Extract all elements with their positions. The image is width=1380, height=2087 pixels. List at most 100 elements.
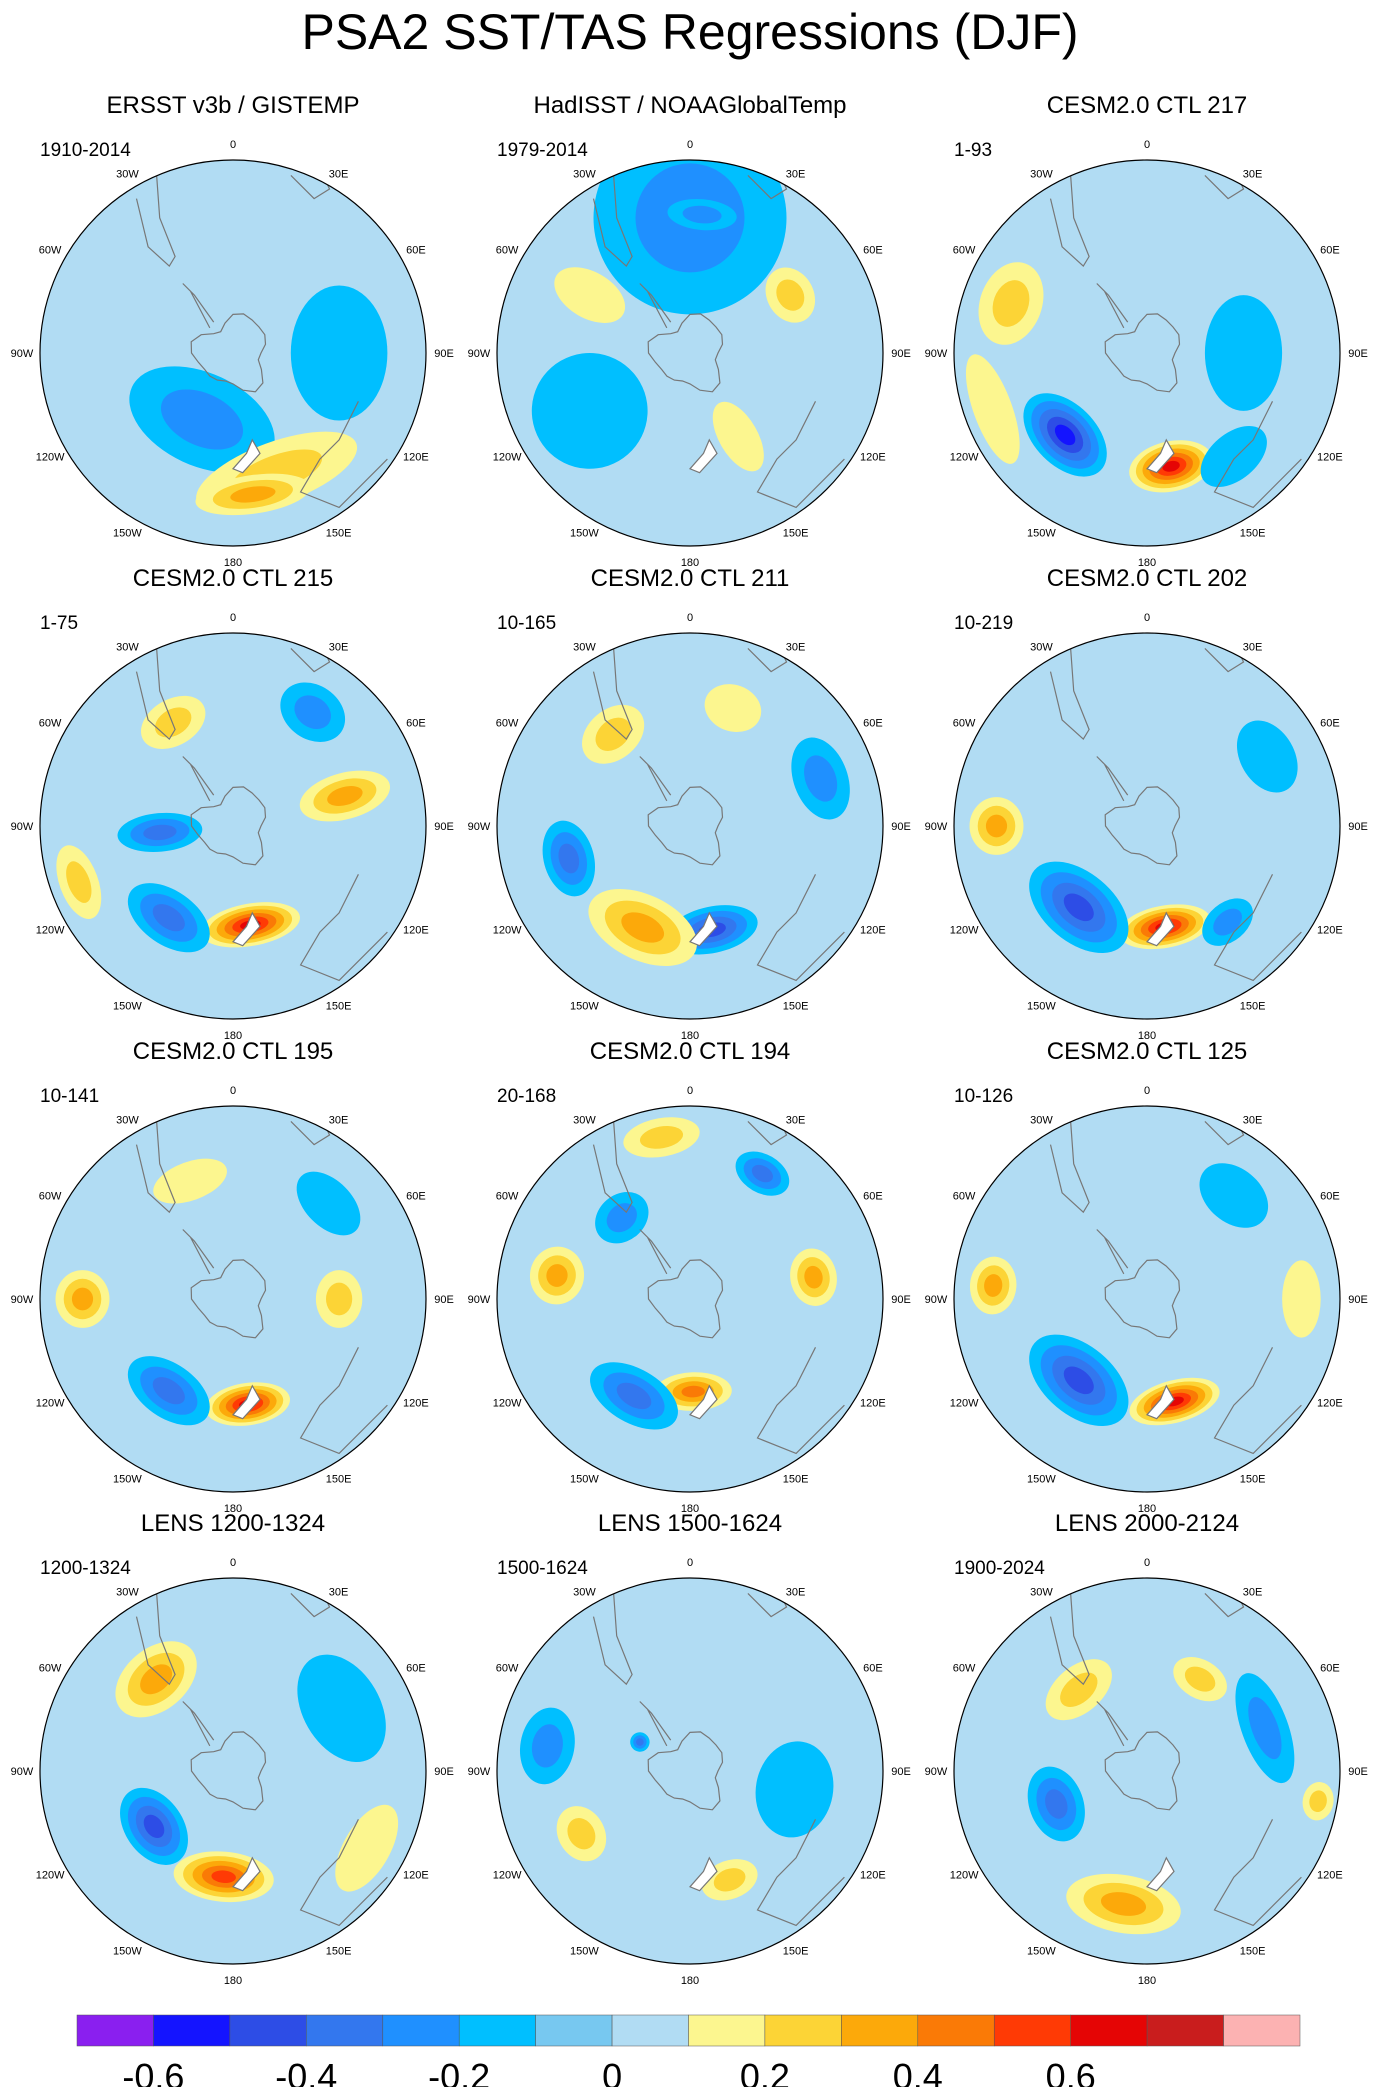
anomaly-cold-5	[1202, 898, 1253, 946]
panel-period: 1-93	[954, 140, 992, 161]
contour-level	[211, 1870, 236, 1883]
lon-label: 30W	[116, 1587, 139, 1599]
anomaly-warm-3	[969, 1256, 1017, 1315]
australia-outline	[299, 874, 388, 982]
south-america-outline	[135, 163, 176, 268]
south-america-outline	[1049, 636, 1090, 741]
lon-label: 60E	[1320, 1191, 1340, 1203]
new-zealand-outline	[231, 911, 261, 947]
australia-outline	[299, 1347, 388, 1455]
colorbar-tick-label: -0.2	[428, 2056, 490, 2087]
peninsula-outline	[182, 1701, 215, 1747]
new-zealand-outline	[1145, 911, 1175, 947]
anomaly-warm-2	[588, 888, 697, 967]
lon-label: 120E	[860, 1398, 886, 1410]
new-zealand-outline	[1145, 438, 1175, 474]
lon-label: 60E	[863, 718, 883, 730]
contour-level	[155, 707, 192, 738]
lon-label: 180	[224, 1975, 242, 1987]
colorbar-bin	[764, 2014, 842, 2047]
contour-level	[804, 755, 838, 802]
contour-level	[531, 1724, 563, 1768]
lon-label: 30E	[786, 1115, 806, 1127]
anomaly-cold-5	[630, 1732, 650, 1752]
peninsula-outline	[182, 283, 215, 329]
peninsula-outline	[182, 1229, 215, 1275]
colorbar-tick-label: 0.2	[740, 2056, 790, 2087]
panel-period: 1900-2024	[954, 1558, 1045, 1579]
lon-label: 180	[681, 1975, 699, 1987]
new-zealand-outline	[231, 1856, 261, 1892]
lon-label: 120W	[493, 1870, 522, 1882]
contour-level	[335, 1804, 399, 1892]
regression-field	[497, 160, 883, 546]
contour-level	[290, 285, 388, 421]
panel-title: LENS 2000-2124	[1055, 1510, 1239, 1537]
antarctica-outline	[1104, 313, 1181, 393]
contour-level	[639, 1126, 684, 1149]
lon-label: 120W	[36, 1870, 65, 1882]
map-border	[39, 159, 427, 547]
antarctica-outline	[190, 1731, 267, 1811]
lon-label: 30E	[1243, 169, 1263, 181]
lon-label: 30E	[329, 169, 349, 181]
lon-label: 150E	[326, 1473, 352, 1485]
contour-level	[1200, 425, 1267, 488]
contour-level	[985, 814, 1008, 838]
south-america-outline	[592, 1581, 633, 1686]
lon-label: 0	[230, 139, 236, 151]
colorbar-bin	[229, 2014, 307, 2047]
regression-field	[954, 633, 1340, 1019]
lon-label: 90E	[891, 1766, 911, 1778]
lon-label: 30W	[1030, 642, 1053, 654]
regression-field	[497, 1106, 883, 1492]
contour-level	[143, 1814, 165, 1839]
lon-label: 120E	[1317, 452, 1343, 464]
panel-7: 0 30E 60E 90E 120E 150E 180 150W 120W 90W 60W 30W CE…	[11, 1038, 454, 1515]
lon-label: 120W	[493, 1398, 522, 1410]
colorbar: -0.6 -0.4 -0.2 0 0.2 0.4 0.6	[76, 2014, 1301, 2087]
panel-period: 1500-1624	[497, 1558, 588, 1579]
contour-level	[621, 912, 665, 943]
lon-label: 120E	[1317, 1398, 1343, 1410]
lon-label: 60E	[1320, 245, 1340, 257]
contour-level	[1248, 1697, 1282, 1760]
colorbar-bin	[458, 2014, 536, 2047]
lon-label: 180	[1138, 1030, 1156, 1042]
regression-field	[40, 633, 426, 1019]
regression-field	[40, 1578, 426, 1964]
australia-outline	[299, 1819, 388, 1927]
lon-label: 60E	[406, 1663, 426, 1675]
colorbar-bin	[76, 2014, 154, 2047]
lon-label: 30W	[116, 642, 139, 654]
lon-label: 150W	[570, 1945, 599, 1957]
anomaly-warm-3	[529, 1246, 585, 1305]
peninsula-outline	[1096, 756, 1129, 802]
panel-period: 1910-2014	[40, 140, 131, 161]
anomaly-cold-5	[280, 682, 346, 742]
contour-level	[294, 695, 331, 730]
australia-outline	[756, 1347, 845, 1455]
lon-label: 0	[230, 1557, 236, 1569]
coastlines	[135, 1109, 388, 1455]
lon-label: 60W	[39, 245, 62, 257]
lon-label: 150E	[783, 527, 809, 539]
lon-label: 0	[230, 612, 236, 624]
panel-5: 0 30E 60E 90E 120E 150E 180 150W 120W 90W 60W 30W CE…	[468, 565, 911, 1042]
anomaly-cold-4	[735, 1151, 790, 1196]
panel-8: 0 30E 60E 90E 120E 150E 180 150W 120W 90W 60W 30W CE…	[468, 1038, 911, 1515]
lon-label: 120E	[860, 1870, 886, 1882]
panel-period: 10-126	[954, 1086, 1013, 1107]
anomaly-warm-3	[55, 1270, 110, 1328]
lon-label: 120W	[950, 1870, 979, 1882]
contour-level	[531, 353, 648, 469]
colorbar-bin	[382, 2014, 460, 2047]
anomaly-cold-5	[1200, 425, 1267, 488]
lon-label: 90E	[891, 1294, 911, 1306]
lon-label: 0	[1144, 612, 1150, 624]
lon-label: 90E	[1348, 1766, 1368, 1778]
lon-label: 30W	[1030, 1115, 1053, 1127]
lon-label: 150W	[570, 527, 599, 539]
lon-label: 60W	[953, 718, 976, 730]
regression-field	[954, 1578, 1340, 1964]
